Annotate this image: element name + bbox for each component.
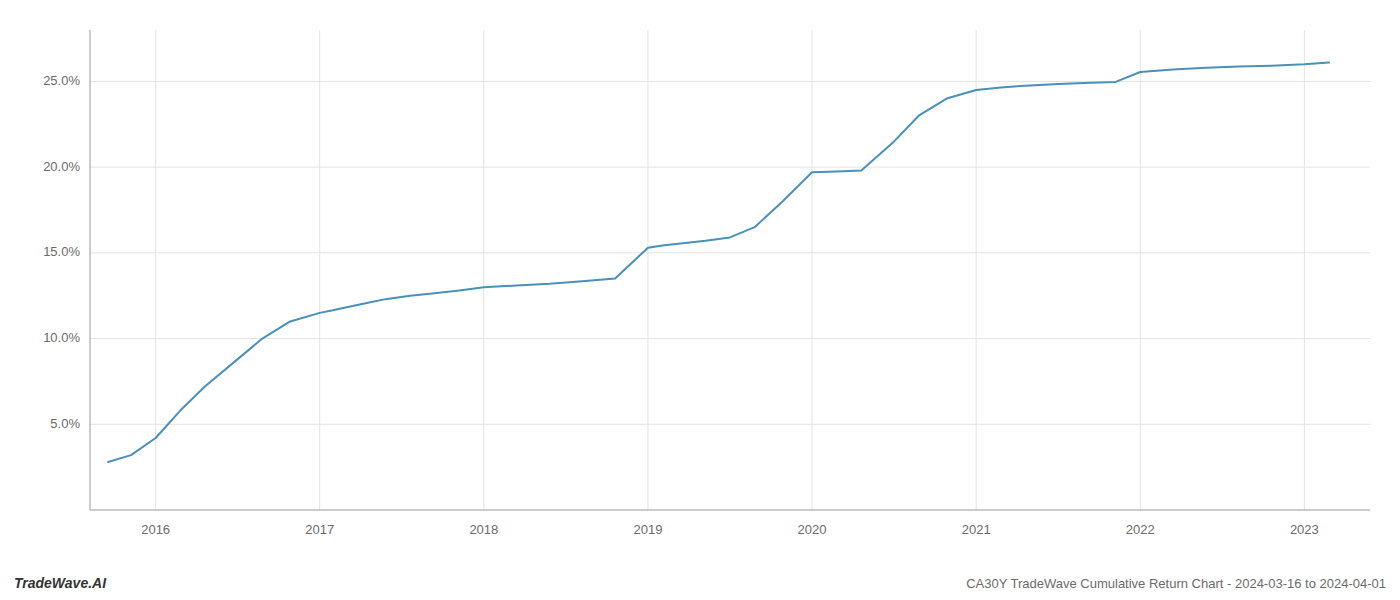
grid-line-x	[976, 30, 977, 510]
grid-line-x	[1304, 30, 1305, 510]
grid-line-y	[90, 167, 1370, 168]
grid-line-x	[1140, 30, 1141, 510]
grid	[90, 30, 1370, 510]
grid-line-x	[812, 30, 813, 510]
x-tick-label: 2020	[798, 522, 827, 537]
grid-line-x	[319, 30, 320, 510]
line	[108, 63, 1329, 462]
x-axis-line	[90, 510, 1370, 511]
grid-line-y	[90, 424, 1370, 425]
plot-area	[108, 63, 1329, 462]
y-axis-line	[90, 30, 91, 510]
watermark: TradeWave.AI	[14, 575, 107, 591]
axes: 5.0% 10.0% 15.0% 20.0% 25.0% 2016 2017 2018 2019…	[43, 30, 1370, 537]
y-tick-label: 10.0%	[43, 330, 80, 345]
grid-line-y	[90, 252, 1370, 253]
grid-line-x	[647, 30, 648, 510]
title: CA30Y TradeWave Cumulative Return Chart …	[966, 576, 1386, 591]
y-tick-label: 20.0%	[43, 159, 80, 174]
y-tick-label: 5.0%	[50, 416, 80, 431]
chart: 5.0% 10.0% 15.0% 20.0% 25.0% 2016 2017 2018 2019…	[0, 0, 1400, 600]
x-tick-label: 2017	[305, 522, 334, 537]
grid-line-x	[483, 30, 484, 510]
x-tick-label: 2021	[962, 522, 991, 537]
x-tick-label: 2018	[469, 522, 498, 537]
y-tick-label: 15.0%	[43, 244, 80, 259]
x-tick-label: 2019	[633, 522, 662, 537]
x-tick-label: 2016	[141, 522, 170, 537]
grid-line-y	[90, 81, 1370, 82]
grid-line-y	[90, 338, 1370, 339]
x-tick-label: 2022	[1126, 522, 1155, 537]
x-tick-label: 2023	[1290, 522, 1319, 537]
y-tick-label: 25.0%	[43, 73, 80, 88]
